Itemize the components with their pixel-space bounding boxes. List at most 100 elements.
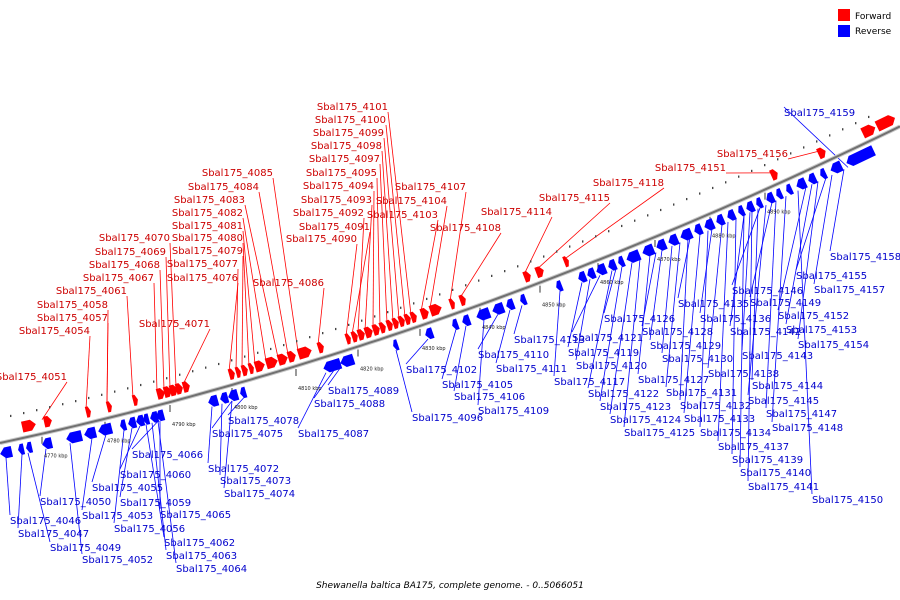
reverse-leader-line xyxy=(797,190,813,495)
grid-dot xyxy=(270,347,272,351)
axis-tick-label: 4890 kbp xyxy=(767,210,791,216)
reverse-leader-line xyxy=(641,252,657,327)
axis-tick-label: 4810 kbp xyxy=(298,386,322,392)
forward-gene-label: Sbal175_4082 xyxy=(172,208,243,219)
reverse-gene xyxy=(42,437,54,450)
reverse-gene xyxy=(0,446,14,459)
reverse-gene-label: Sbal175_4120 xyxy=(576,361,647,372)
reverse-leader-line xyxy=(699,230,709,428)
reverse-gene xyxy=(393,339,400,351)
reverse-gene xyxy=(340,353,356,367)
reverse-leader-line xyxy=(797,181,819,340)
forward-gene xyxy=(816,147,826,160)
forward-gene-label: Sbal175_4103 xyxy=(367,210,438,221)
reverse-leader-line xyxy=(739,214,745,468)
reverse-leader-line xyxy=(313,369,335,399)
reverse-gene-label: Sbal175_4139 xyxy=(732,455,803,466)
reverse-gene-label: Sbal175_4129 xyxy=(650,341,721,352)
forward-gene-label: Sbal175_4081 xyxy=(172,221,243,232)
forward-leader-line xyxy=(242,217,267,362)
forward-gene-label: Sbal175_4094 xyxy=(303,181,374,192)
forward-leader-line xyxy=(165,256,171,389)
grid-dot xyxy=(790,152,792,155)
reverse-gene-label: Sbal175_4109 xyxy=(478,406,549,417)
forward-gene xyxy=(296,346,312,360)
reverse-leader-line xyxy=(785,184,813,325)
forward-gene-label: Sbal175_4067 xyxy=(83,273,154,284)
reverse-gene-label: Sbal175_4096 xyxy=(412,413,483,424)
reverse-leader-line xyxy=(567,282,583,348)
grid-dot xyxy=(205,366,207,369)
reverse-gene-label: Sbal175_4105 xyxy=(442,380,513,391)
reverse-gene-label: Sbal175_4124 xyxy=(610,415,681,426)
forward-gene xyxy=(378,322,386,334)
reverse-gene-label: Sbal175_4159 xyxy=(784,108,855,119)
forward-gene-label: Sbal175_4079 xyxy=(172,246,243,257)
forward-leader-line xyxy=(420,219,439,312)
forward-legend-swatch xyxy=(838,9,850,21)
grid-dot xyxy=(179,373,181,376)
reverse-gene xyxy=(756,197,764,209)
forward-gene xyxy=(247,362,254,375)
forward-gene-label: Sbal175_4084 xyxy=(188,182,259,193)
reverse-gene-label: Sbal175_4155 xyxy=(796,271,867,282)
forward-gene xyxy=(391,317,399,330)
grid-dot xyxy=(166,377,168,380)
grid-dot xyxy=(465,284,467,287)
axis-tick-label: 4830 kbp xyxy=(422,346,446,352)
reverse-gene-label: Sbal175_4073 xyxy=(220,476,291,487)
grid-dot xyxy=(140,383,142,387)
reverse-gene-label: Sbal175_4110 xyxy=(478,350,549,361)
reverse-gene-label: Sbal175_4123 xyxy=(600,402,671,413)
grid-dot xyxy=(829,134,831,137)
reverse-gene-label: Sbal175_4126 xyxy=(604,314,675,325)
reverse-gene-label: Sbal175_4150 xyxy=(812,495,883,506)
reverse-leader-line xyxy=(749,202,773,298)
reverse-gene xyxy=(830,160,844,174)
reverse-gene-label: Sbal175_4052 xyxy=(82,555,153,566)
reverse-leader-line xyxy=(157,421,177,564)
grid-dot xyxy=(322,332,324,335)
reverse-gene-label: Sbal175_4066 xyxy=(132,450,203,461)
reverse-gene-label: Sbal175_4089 xyxy=(328,386,399,397)
forward-gene xyxy=(403,313,411,326)
grid-dot xyxy=(413,302,415,305)
grid-dot xyxy=(517,265,519,268)
forward-gene xyxy=(769,169,778,181)
grid-dot xyxy=(257,351,259,354)
reverse-gene xyxy=(84,426,98,439)
reverse-leader-line xyxy=(223,400,233,489)
grid-dot xyxy=(621,224,623,228)
reverse-gene-label: Sbal175_4132 xyxy=(680,401,751,412)
forward-gene-label: Sbal175_4090 xyxy=(286,234,357,245)
reverse-leader-line xyxy=(5,457,11,516)
forward-gene-label: Sbal175_4101 xyxy=(317,102,388,113)
forward-gene xyxy=(286,350,296,363)
reverse-gene-label: Sbal175_4140 xyxy=(740,468,811,479)
reverse-gene xyxy=(128,416,138,429)
reverse-legend-swatch xyxy=(838,25,850,37)
reverse-gene xyxy=(66,430,84,444)
reverse-gene xyxy=(240,386,248,399)
reverse-gene xyxy=(587,267,597,280)
reverse-gene-label: Sbal175_4138 xyxy=(708,369,779,380)
reverse-gene xyxy=(476,307,492,321)
reverse-leader-line xyxy=(571,275,601,333)
grid-dot xyxy=(231,359,233,362)
grid-dot xyxy=(101,393,103,396)
forward-leader-line xyxy=(385,124,406,318)
grid-dot xyxy=(855,122,857,125)
reverse-leader-line xyxy=(441,329,457,380)
reverse-gene-label: Sbal175_4075 xyxy=(212,429,283,440)
grid-dot xyxy=(491,274,493,277)
forward-gene-label: Sbal175_4115 xyxy=(539,193,610,204)
reverse-gene-label: Sbal175_4157 xyxy=(814,285,885,296)
reverse-leader-line xyxy=(327,368,341,386)
grid-dot xyxy=(569,245,571,248)
reverse-gene-label: Sbal175_4059 xyxy=(120,498,191,509)
reverse-gene-label: Sbal175_4133 xyxy=(684,414,755,425)
reverse-gene-label: Sbal175_4078 xyxy=(228,416,299,427)
reverse-leader-line xyxy=(813,174,833,285)
forward-gene xyxy=(162,386,172,398)
